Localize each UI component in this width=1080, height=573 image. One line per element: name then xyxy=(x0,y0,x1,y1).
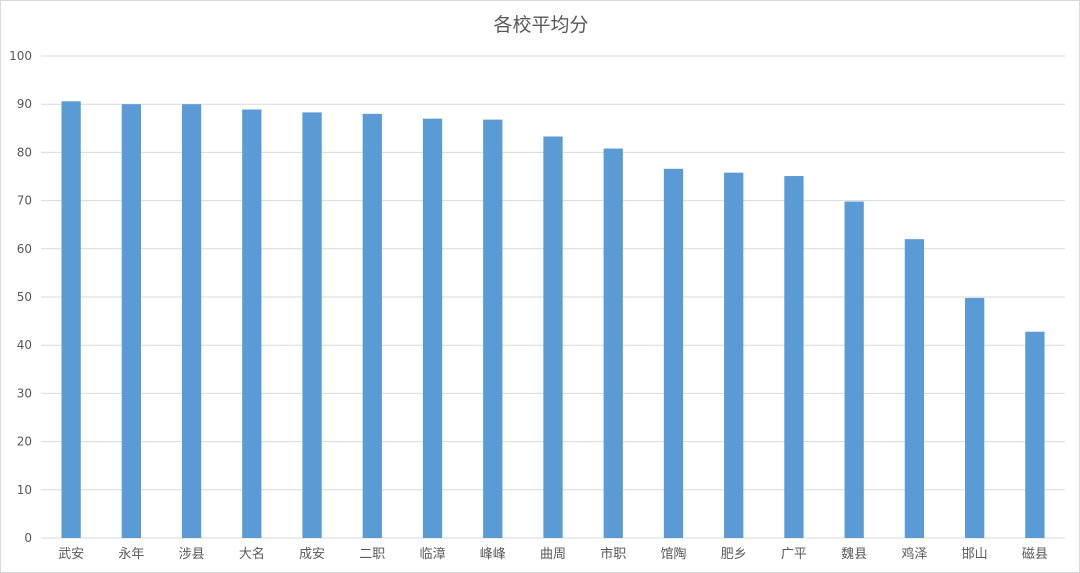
x-category-label: 永年 xyxy=(118,547,144,562)
y-tick-label: 50 xyxy=(17,290,32,304)
x-category-label: 涉县 xyxy=(179,547,205,562)
bar-17 xyxy=(1025,331,1045,538)
y-tick-label: 90 xyxy=(17,97,32,111)
x-category-label: 广平 xyxy=(781,547,807,562)
bar-11 xyxy=(663,168,684,538)
bar-14 xyxy=(844,201,864,538)
bar-3 xyxy=(181,104,202,538)
y-tick-label: 100 xyxy=(9,49,32,63)
x-category-label: 成安 xyxy=(299,547,325,562)
y-tick-label: 0 xyxy=(24,531,32,545)
x-category-label: 临漳 xyxy=(420,546,446,562)
x-category-label: 鸡泽 xyxy=(901,546,927,562)
x-category-label: 二职 xyxy=(359,547,385,562)
x-category-label: 武安 xyxy=(58,547,84,562)
bar-2 xyxy=(121,104,141,538)
x-category-label: 磁县 xyxy=(1022,547,1048,562)
bars xyxy=(61,101,1045,539)
x-category-label: 曲周 xyxy=(540,547,566,562)
x-category-label: 市职 xyxy=(600,546,626,562)
x-category-label: 邯山 xyxy=(962,547,988,562)
x-category-label: 馆陶 xyxy=(660,546,686,562)
y-axis-ticks: 0 10 20 30 40 50 60 70 80 90 100 xyxy=(9,49,32,545)
x-category-label: 魏县 xyxy=(841,547,867,562)
bar-8 xyxy=(483,119,503,539)
bar-5 xyxy=(302,112,322,539)
y-tick-label: 80 xyxy=(17,145,32,159)
x-category-label: 大名 xyxy=(239,546,265,562)
bar-1 xyxy=(61,101,81,539)
y-tick-label: 40 xyxy=(17,338,32,352)
y-tick-label: 60 xyxy=(17,242,32,256)
x-axis-categories: 武安 永年 涉县 大名 成安 二职 临漳 峰峰 曲周 市职 馆陶 肥乡 广平 魏县 鸡泽 邯山 磁县 xyxy=(58,546,1048,562)
y-tick-label: 20 xyxy=(17,435,32,449)
bar-16 xyxy=(965,297,985,538)
bar-4 xyxy=(242,109,262,538)
bar-6 xyxy=(362,113,382,538)
x-category-label: 峰峰 xyxy=(480,547,506,562)
bar-9 xyxy=(543,136,563,538)
bar-15 xyxy=(904,239,925,538)
bar-13 xyxy=(784,176,804,538)
x-category-label: 肥乡 xyxy=(721,547,747,562)
y-tick-label: 10 xyxy=(17,483,32,497)
chart-title: 各校平均分 xyxy=(493,14,588,36)
y-tick-label: 30 xyxy=(17,386,32,400)
bar-10 xyxy=(603,148,623,538)
bar-12 xyxy=(724,172,744,539)
y-tick-label: 70 xyxy=(17,194,32,208)
bar-7 xyxy=(422,118,443,538)
